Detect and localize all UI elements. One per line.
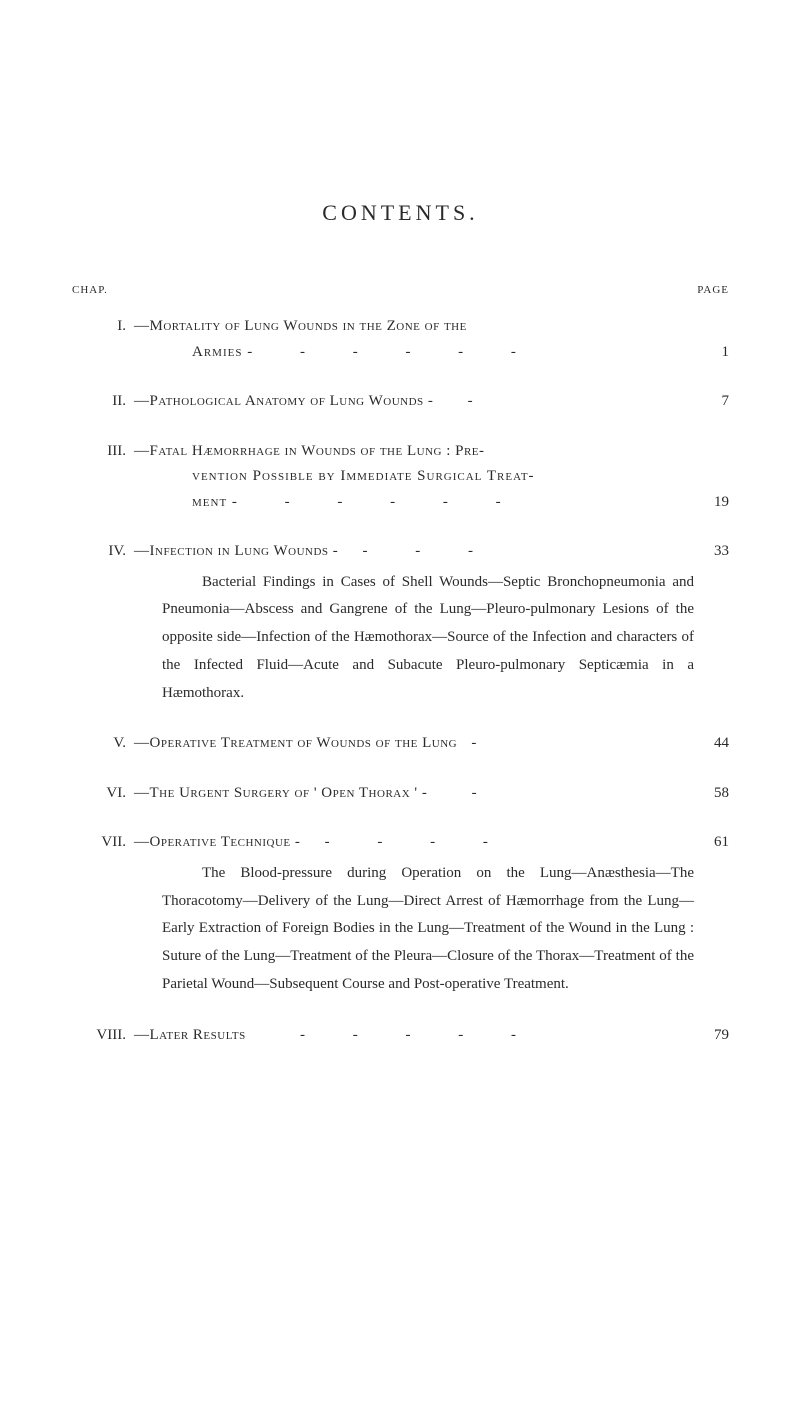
roman-numeral: VIII. <box>72 1023 130 1049</box>
toc-entry-5: V. —Operative Treatment of Wounds of the… <box>72 731 729 757</box>
entry-title: —Infection in Lung Wounds - - - - <box>130 539 699 565</box>
leader-dashes: - - - - <box>305 834 510 850</box>
entry-text-content: —Infection in Lung Wounds - <box>134 543 338 559</box>
roman-numeral: VI. <box>72 781 130 807</box>
leader-dashes: - - - <box>343 543 496 559</box>
contents-title: CONTENTS. <box>72 200 729 226</box>
entry-title: —Later Results - - - - - <box>130 1023 699 1049</box>
page-number: 58 <box>699 781 729 807</box>
toc-entry-2: II. —Pathological Anatomy of Lung Wounds… <box>72 389 729 415</box>
page-number: 61 <box>699 830 729 856</box>
entry-title: —Mortality of Lung Wounds in the Zone of… <box>130 314 729 340</box>
entry-word: ment <box>192 494 227 510</box>
roman-numeral: I. <box>72 314 130 340</box>
entry-title: —Pathological Anatomy of Lung Wounds - - <box>130 389 699 415</box>
roman-numeral: II. <box>72 389 130 415</box>
toc-entry-4: IV. —Infection in Lung Wounds - - - - 33… <box>72 539 729 707</box>
roman-numeral: IV. <box>72 539 130 565</box>
leader-dashes: - <box>438 393 503 409</box>
leader-dashes: - - - - - <box>250 1027 538 1043</box>
entry-continuation: Armies - - - - - - <box>192 340 699 366</box>
entry-text-content: —Operative Technique - <box>134 834 300 850</box>
leader-dashes: - - - - - - <box>232 494 523 510</box>
toc-entry-7: VII. —Operative Technique - - - - - 61 T… <box>72 830 729 998</box>
toc-entry-1: I. —Mortality of Lung Wounds in the Zone… <box>72 314 729 365</box>
roman-numeral: III. <box>72 439 130 465</box>
roman-numeral: VII. <box>72 830 130 856</box>
chap-header: CHAP. <box>72 284 108 296</box>
leader-dashes: - - - - - - <box>247 344 538 360</box>
column-headers: CHAP. PAGE <box>72 284 729 296</box>
entry-title: —Operative Treatment of Wounds of the Lu… <box>130 731 699 757</box>
entry-word: Armies <box>192 344 242 360</box>
roman-numeral: V. <box>72 731 130 757</box>
page-number: 79 <box>699 1023 729 1049</box>
entry-text-content: —The Urgent Surgery of ' Open Thorax ' - <box>134 785 427 801</box>
leader-dashes: - <box>432 785 478 801</box>
toc-entry-6: VI. —The Urgent Surgery of ' Open Thorax… <box>72 781 729 807</box>
page-number: 7 <box>699 389 729 415</box>
page-number: 19 <box>699 490 729 516</box>
entry-text-content: —Pathological Anatomy of Lung Wounds - <box>134 393 433 409</box>
page-number: 33 <box>699 539 729 565</box>
entry-continuation: vention Possible by Immediate Surgical T… <box>192 464 729 490</box>
entry-description: The Blood-pressure during Operation on t… <box>162 860 694 999</box>
toc-entry-3: III. —Fatal Hæmorrhage in Wounds of the … <box>72 439 729 516</box>
entry-continuation: ment - - - - - - <box>192 490 699 516</box>
page-number: 44 <box>699 731 729 757</box>
leader-dashes: - <box>461 735 477 751</box>
entry-title: —Fatal Hæmorrhage in Wounds of the Lung … <box>130 439 729 465</box>
page-header: PAGE <box>697 284 729 296</box>
entry-text-content: —Later Results <box>134 1027 246 1043</box>
entry-title: —The Urgent Surgery of ' Open Thorax ' -… <box>130 781 699 807</box>
entry-description: Bacterial Findings in Cases of Shell Wou… <box>162 569 694 708</box>
toc-entry-8: VIII. —Later Results - - - - - 79 <box>72 1023 729 1049</box>
entry-text-content: —Operative Treatment of Wounds of the Lu… <box>134 735 457 751</box>
page-number: 1 <box>699 340 729 366</box>
entry-title: —Operative Technique - - - - - <box>130 830 699 856</box>
